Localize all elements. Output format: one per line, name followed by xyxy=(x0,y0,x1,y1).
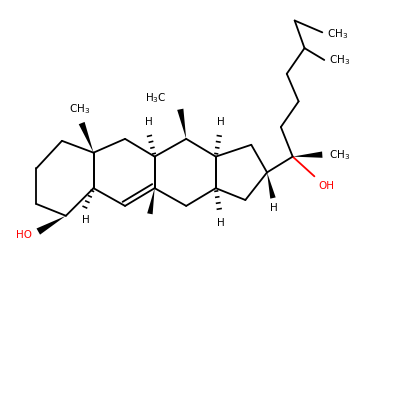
Polygon shape xyxy=(36,216,66,235)
Text: $\mathregular{CH_3}$: $\mathregular{CH_3}$ xyxy=(329,53,350,67)
Text: OH: OH xyxy=(318,181,334,191)
Polygon shape xyxy=(79,122,94,153)
Text: H: H xyxy=(82,215,90,225)
Polygon shape xyxy=(293,152,322,158)
Text: HO: HO xyxy=(16,230,32,240)
Text: H: H xyxy=(270,203,278,213)
Text: $\mathregular{CH_3}$: $\mathregular{CH_3}$ xyxy=(329,148,350,162)
Text: H: H xyxy=(217,117,224,127)
Polygon shape xyxy=(177,109,186,139)
Text: H: H xyxy=(145,117,152,127)
Polygon shape xyxy=(147,188,155,214)
Polygon shape xyxy=(267,172,276,199)
Text: H: H xyxy=(217,218,224,228)
Text: $\mathregular{CH_3}$: $\mathregular{CH_3}$ xyxy=(327,28,348,41)
Text: $\mathregular{CH_3}$: $\mathregular{CH_3}$ xyxy=(69,102,90,116)
Text: $\mathregular{H_3C}$: $\mathregular{H_3C}$ xyxy=(145,91,166,104)
